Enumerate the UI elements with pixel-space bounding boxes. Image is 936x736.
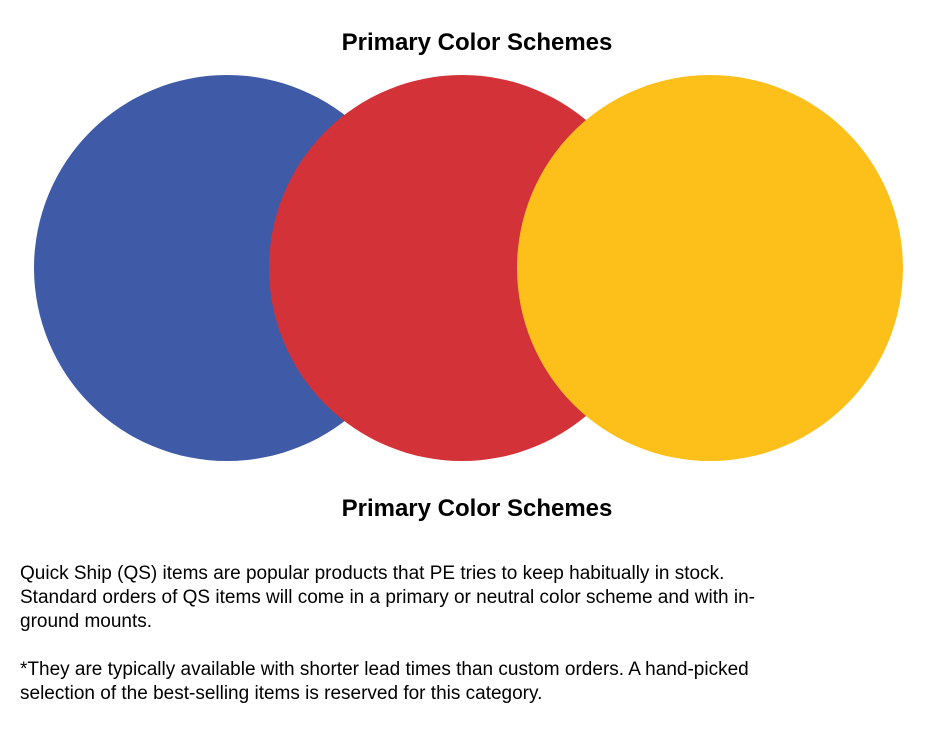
yellow-circle xyxy=(517,75,903,461)
text-line: *They are typically available with short… xyxy=(20,659,749,680)
text-line: selection of the best-selling items is r… xyxy=(20,683,543,704)
paragraph-quick-ship: Quick Ship (QS) items are popular produc… xyxy=(20,562,755,634)
paragraph-lead-times: *They are typically available with short… xyxy=(20,658,749,706)
text-line: Quick Ship (QS) items are popular produc… xyxy=(20,563,725,584)
text-line: ground mounts. xyxy=(20,611,153,632)
page-title: Primary Color Schemes xyxy=(341,29,613,56)
caption-title: Primary Color Schemes xyxy=(341,495,613,522)
text-line: Standard orders of QS items will come in… xyxy=(20,587,755,608)
